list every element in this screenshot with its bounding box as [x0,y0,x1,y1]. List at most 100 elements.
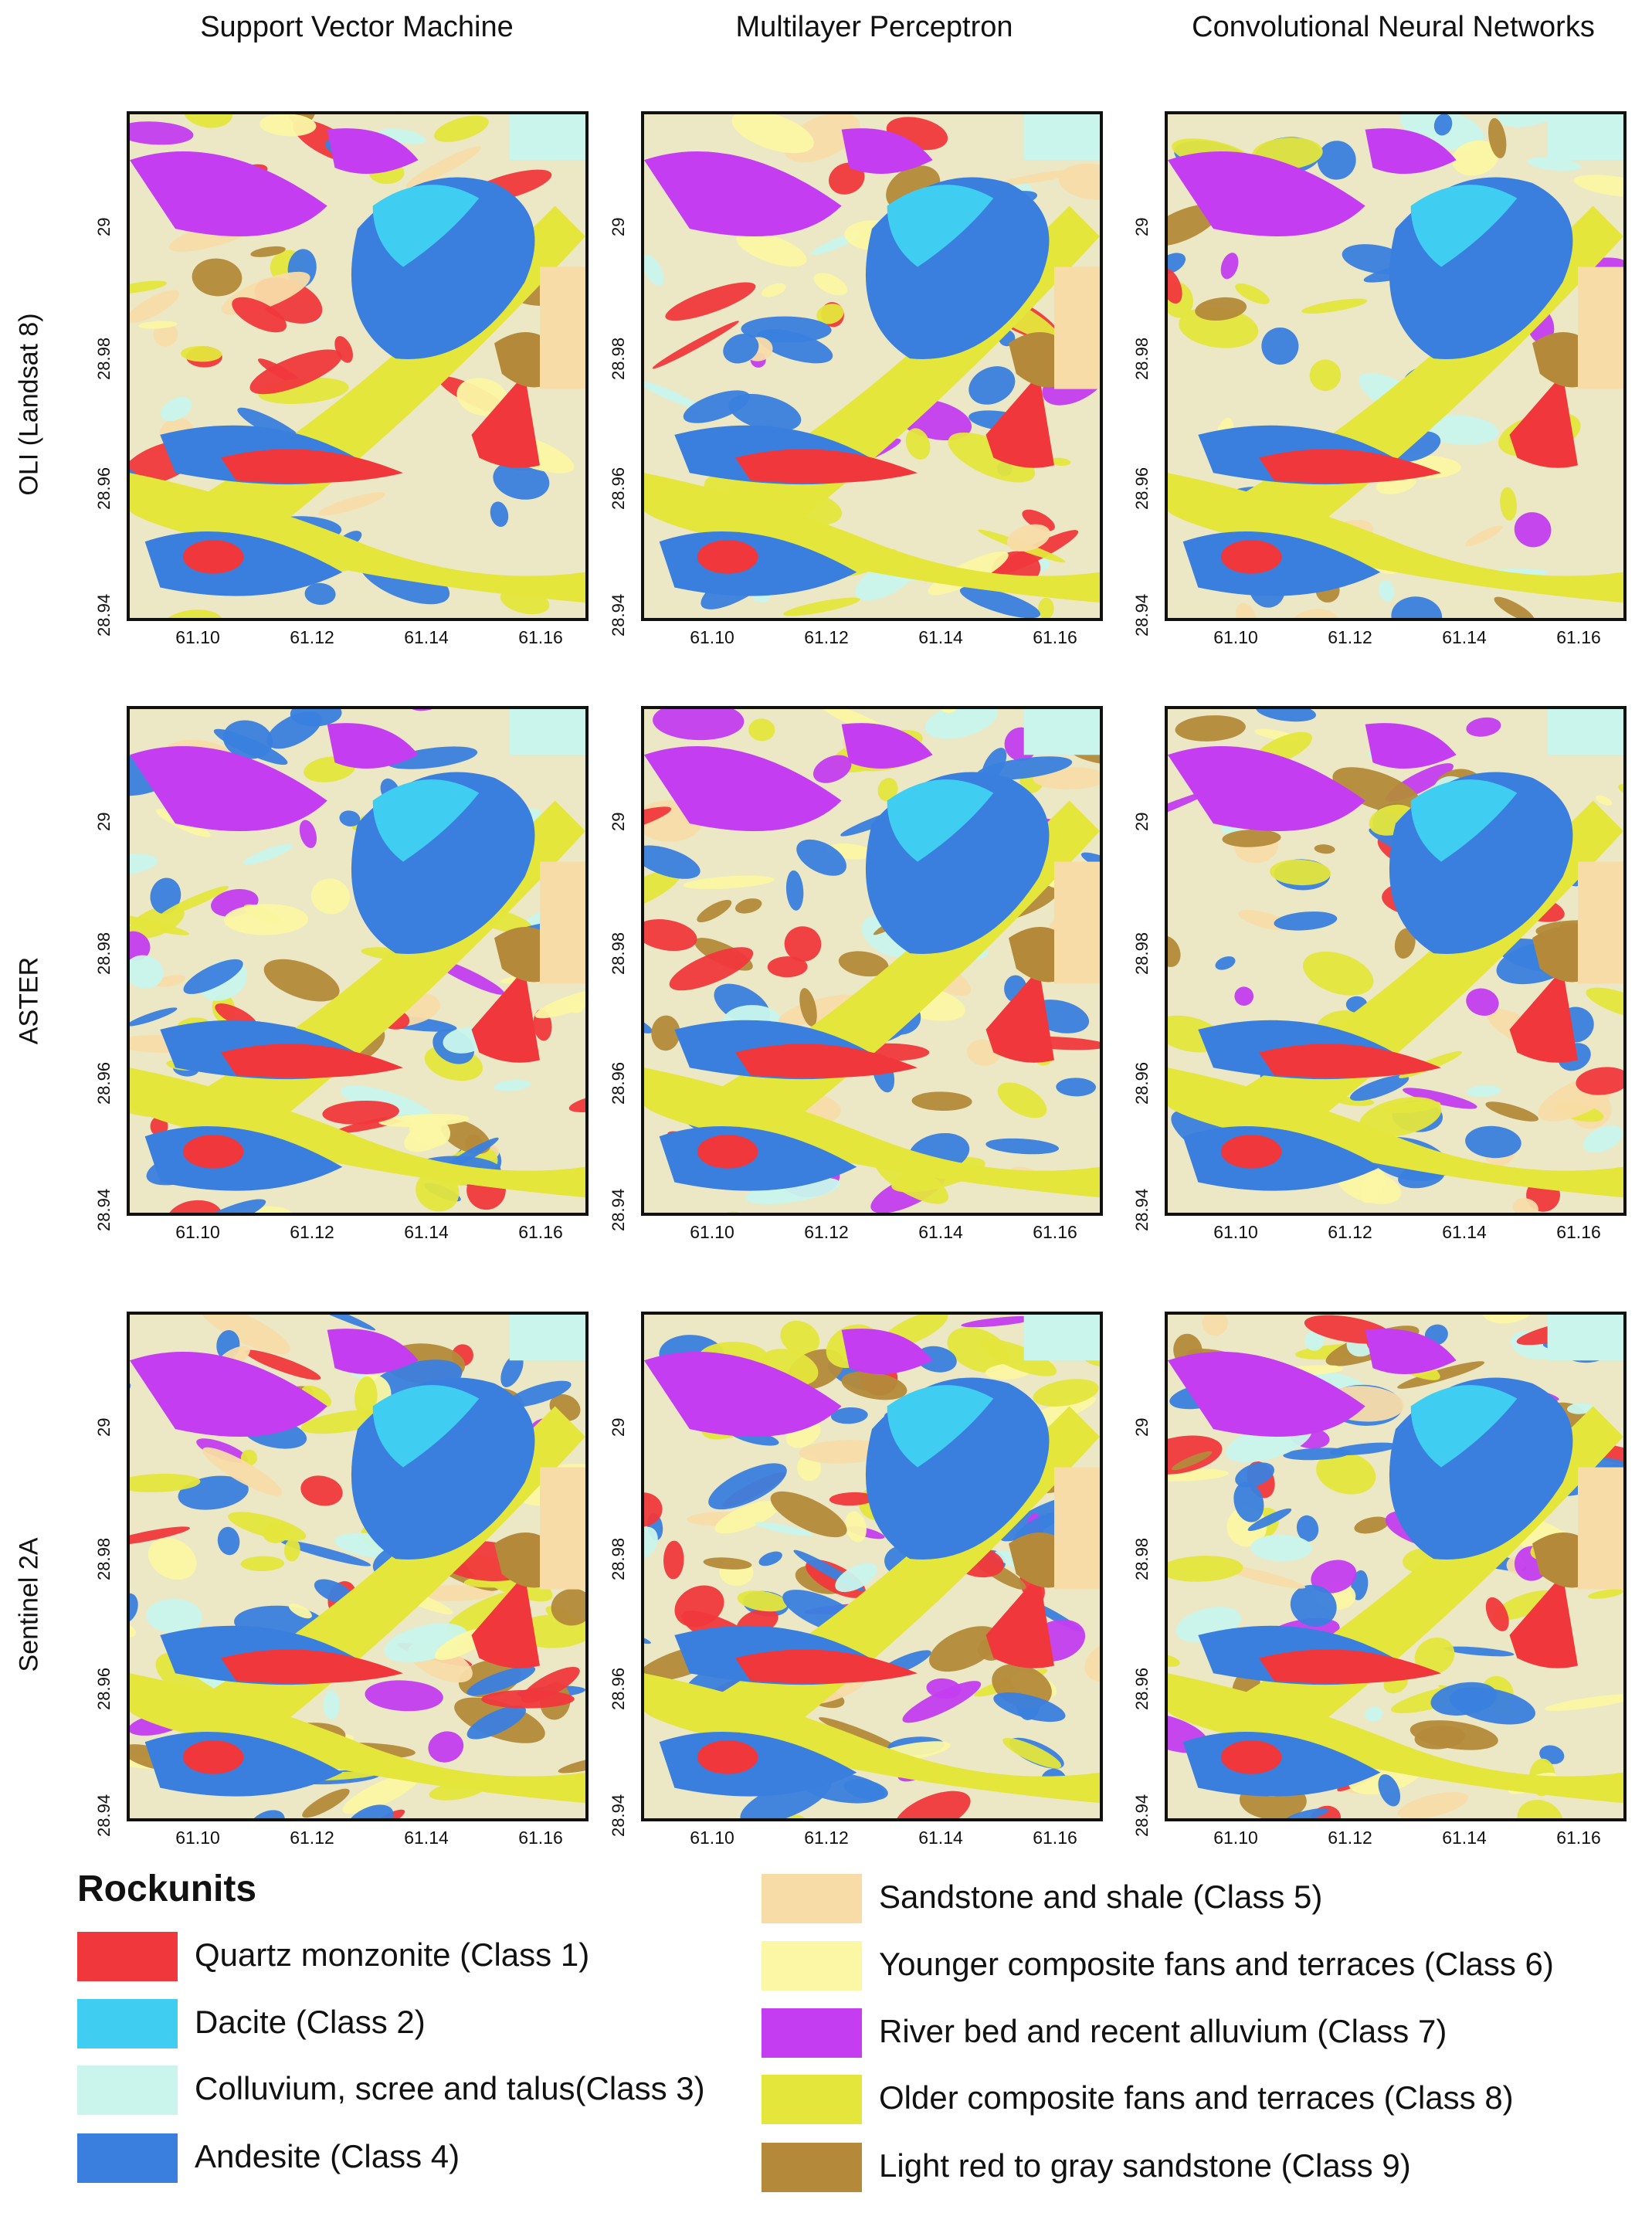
x-tick-label: 61.14 [404,1222,449,1242]
x-tick-label: 61.12 [290,627,334,647]
map-panel-0-0 [127,111,589,621]
y-tick-label: 28.94 [1132,593,1152,636]
map-panel-1-2 [1165,706,1627,1216]
legend-title: Rockunits [77,1868,257,1909]
y-tick-label: 28.98 [94,337,114,380]
x-tick-label: 61.14 [404,1828,449,1848]
y-tick-label: 28.94 [1132,1188,1152,1231]
y-tick-label: 28.96 [609,467,628,510]
x-tick-label: 61.14 [918,1828,963,1848]
y-tick-label: 28.96 [1132,1667,1152,1710]
x-tick-label: 61.16 [518,1222,563,1242]
y-tick-label: 29 [1132,1417,1152,1437]
y-tick-label: 28.94 [609,1794,628,1837]
column-title-mlp: Multilayer Perceptron [735,11,1013,43]
y-tick-label: 28.94 [94,1188,114,1231]
map-panel-2-1 [641,1312,1103,1821]
x-tick-label: 61.14 [404,627,449,647]
y-tick-label: 28.98 [1132,337,1152,380]
legend-label: Quartz monzonite (Class 1) [195,1936,590,1973]
x-tick-label: 61.10 [175,1222,220,1242]
y-tick-label: 28.98 [94,1537,114,1580]
x-tick-label: 61.10 [690,1222,734,1242]
map-panel-2-2 [1165,1312,1627,1821]
y-tick-label: 28.96 [94,467,114,510]
x-tick-label: 61.12 [290,1828,334,1848]
map-panel-0-2 [1165,111,1627,621]
y-tick-label: 29 [1132,217,1152,236]
legend-swatch [77,1999,178,2048]
y-tick-label: 28.96 [1132,1061,1152,1105]
row-title-sentinel: Sentinel 2A [14,1537,44,1672]
legend-swatch [77,2065,178,2115]
x-tick-label: 61.16 [1556,1828,1601,1848]
x-tick-label: 61.10 [690,627,734,647]
x-tick-label: 61.14 [1442,1222,1487,1242]
x-tick-label: 61.16 [1033,1828,1077,1848]
x-tick-label: 61.16 [1556,627,1601,647]
x-tick-label: 61.10 [175,1828,220,1848]
x-tick-label: 61.12 [290,1222,334,1242]
legend-swatch [77,2133,178,2183]
legend-label: Andesite (Class 4) [195,2138,460,2174]
legend-swatch [762,2008,862,2058]
y-tick-label: 28.98 [609,337,628,380]
x-tick-label: 61.14 [918,1222,963,1242]
x-tick-label: 61.16 [518,627,563,647]
legend-label: River bed and recent alluvium (Class 7) [879,2013,1447,2049]
legend-label: Dacite (Class 2) [195,2004,426,2040]
x-tick-label: 61.10 [1213,627,1258,647]
y-tick-label: 28.96 [94,1667,114,1710]
legend-label: Colluvium, scree and talus(Class 3) [195,2070,705,2106]
x-tick-label: 61.14 [1442,1828,1487,1848]
y-tick-label: 28.94 [609,593,628,636]
x-tick-label: 61.10 [175,627,220,647]
y-tick-label: 29 [1132,812,1152,831]
y-tick-label: 28.94 [609,1188,628,1231]
map-panel-1-1 [641,706,1103,1216]
x-tick-label: 61.16 [1033,627,1077,647]
legend-swatch [762,1941,862,1991]
x-tick-label: 61.16 [1556,1222,1601,1242]
column-title-cnn: Convolutional Neural Networks [1192,11,1595,43]
map-panel-2-0 [127,1312,589,1821]
x-tick-label: 61.16 [1033,1222,1077,1242]
y-tick-label: 29 [609,812,628,831]
legend-swatch [762,2075,862,2124]
legend-label: Older composite fans and terraces (Class… [879,2079,1514,2116]
legend-label: Sandstone and shale (Class 5) [879,1879,1323,1915]
row-title-aster: ASTER [14,956,44,1045]
x-tick-label: 61.10 [690,1828,734,1848]
x-tick-label: 61.12 [1328,627,1372,647]
x-tick-label: 61.14 [1442,627,1487,647]
y-tick-label: 28.96 [1132,467,1152,510]
y-tick-label: 28.94 [94,593,114,636]
map-panel-1-0 [127,706,589,1216]
y-tick-label: 29 [94,1417,114,1437]
map-panel-0-1 [641,111,1103,621]
y-tick-label: 28.98 [609,1537,628,1580]
column-title-svm: Support Vector Machine [200,11,514,43]
y-tick-label: 28.98 [609,932,628,975]
y-tick-label: 28.96 [609,1667,628,1710]
y-tick-label: 28.94 [1132,1794,1152,1837]
x-tick-label: 61.12 [804,1222,849,1242]
y-tick-label: 28.96 [94,1061,114,1105]
x-tick-label: 61.12 [1328,1828,1372,1848]
legend-label: Younger composite fans and terraces (Cla… [879,1946,1554,1982]
y-tick-label: 29 [94,812,114,831]
legend-swatch [762,2143,862,2192]
y-tick-label: 28.96 [609,1061,628,1105]
x-tick-label: 61.16 [518,1828,563,1848]
y-tick-label: 28.98 [1132,1537,1152,1580]
x-tick-label: 61.12 [804,1828,849,1848]
x-tick-label: 61.12 [804,627,849,647]
y-tick-label: 28.94 [94,1794,114,1837]
y-tick-label: 29 [609,217,628,236]
y-tick-label: 29 [609,1417,628,1437]
x-tick-label: 61.10 [1213,1828,1258,1848]
legend-swatch [77,1932,178,1981]
legend-label: Light red to gray sandstone (Class 9) [879,2147,1411,2184]
x-tick-label: 61.12 [1328,1222,1372,1242]
y-tick-label: 28.98 [1132,932,1152,975]
